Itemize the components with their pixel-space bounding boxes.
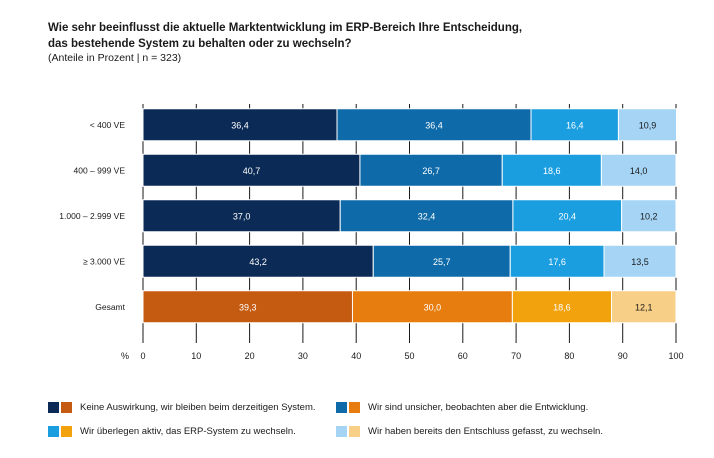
x-tick-label: 10 — [191, 351, 201, 361]
bar-segment — [603, 244, 677, 278]
data-label: 17,6 — [548, 257, 566, 267]
data-label: 30,0 — [424, 302, 442, 312]
data-label: 12,1 — [635, 302, 653, 312]
data-label: 39,3 — [239, 302, 257, 312]
data-label: 18,6 — [543, 166, 561, 176]
bar-segment — [501, 153, 602, 187]
x-axis-label: % — [121, 351, 129, 361]
legend-label: Wir haben bereits den Entschluss gefasst… — [368, 426, 603, 437]
data-label: 18,6 — [553, 302, 571, 312]
data-label: 37,0 — [233, 211, 251, 221]
bar-segment — [359, 153, 503, 187]
legend-item-3: Wir überlegen aktiv, das ERP-System zu w… — [48, 426, 296, 437]
x-tick-label: 0 — [140, 351, 145, 361]
bar-segment — [600, 153, 677, 187]
bar-segment — [509, 244, 605, 278]
legend-item-1: Keine Auswirkung, wir bleiben beim derze… — [48, 402, 316, 413]
legend-swatch-blue — [336, 402, 347, 413]
data-label: 10,2 — [640, 211, 658, 221]
data-label: 16,4 — [566, 120, 584, 130]
bar-segment — [621, 199, 677, 233]
bar-segment — [530, 108, 619, 142]
legend-label: Keine Auswirkung, wir bleiben beim derze… — [80, 402, 316, 413]
category-label: 1.000 – 2.999 VE — [59, 211, 125, 221]
chart-title: Wie sehr beeinflusst die aktuelle Markte… — [48, 20, 522, 52]
legend-swatch-blue — [48, 426, 59, 437]
legend-label: Wir sind unsicher, beobachten aber die E… — [368, 402, 589, 413]
bar-segment — [142, 153, 361, 187]
chart-subtitle: (Anteile in Prozent | n = 323) — [48, 52, 182, 64]
legend-swatch-blue — [336, 426, 347, 437]
x-tick-label: 70 — [511, 351, 521, 361]
category-label: < 400 VE — [90, 120, 126, 130]
bar-segment — [372, 244, 511, 278]
bar-segment — [142, 244, 374, 278]
x-tick-label: 60 — [458, 351, 468, 361]
data-label: 40,7 — [243, 166, 261, 176]
bar-segment — [511, 290, 613, 324]
bar-segment — [142, 199, 341, 233]
x-tick-label: 80 — [564, 351, 574, 361]
bar-segment — [336, 108, 532, 142]
data-label: 13,5 — [631, 257, 649, 267]
stacked-bar-chart: 36,4 36,4 16,4 10,9 40,7 26,7 18,6 14,0 37,0 32,4… — [59, 104, 684, 361]
legend-item-4: Wir haben bereits den Entschluss gefasst… — [336, 426, 603, 437]
data-label: 10,9 — [639, 120, 657, 130]
bar-segment — [339, 199, 514, 233]
data-label: 25,7 — [433, 257, 451, 267]
data-label: 26,7 — [422, 166, 440, 176]
x-tick-label: 90 — [618, 351, 628, 361]
x-tick-label: 30 — [298, 351, 308, 361]
category-label: Gesamt — [95, 302, 125, 312]
x-tick-label: 40 — [351, 351, 361, 361]
x-tick-label: 100 — [668, 351, 683, 361]
category-label: ≥ 3.000 VE — [83, 256, 125, 266]
legend-swatch-blue — [48, 402, 59, 413]
x-tick-label: 50 — [404, 351, 414, 361]
data-label: 20,4 — [559, 211, 577, 221]
category-labels: < 400 VE 400 – 999 VE 1.000 – 2.999 VE ≥ 3.… — [59, 120, 125, 312]
chart-title-line-1: Wie sehr beeinflusst die aktuelle Markte… — [48, 22, 523, 34]
legend-item-2: Wir sind unsicher, beobachten aber die E… — [336, 402, 588, 413]
bar-segment — [611, 290, 677, 324]
bar-segment — [142, 108, 338, 142]
data-label: 14,0 — [630, 166, 648, 176]
legend-swatch-orange — [349, 402, 360, 413]
data-label: 36,4 — [231, 120, 249, 130]
bar-segment — [351, 290, 513, 324]
data-label: 36,4 — [425, 120, 443, 130]
data-label: 43,2 — [249, 257, 267, 267]
bar-segment — [512, 199, 623, 233]
data-label: 32,4 — [418, 211, 436, 221]
x-tick-label: 20 — [245, 351, 255, 361]
chart-title-line-2: das bestehende System zu behalten oder z… — [48, 38, 352, 50]
category-label: 400 – 999 VE — [73, 165, 125, 175]
x-axis: 0 10 20 30 40 50 60 70 80 90 100% — [121, 351, 684, 361]
bar-segment — [617, 108, 678, 142]
legend-swatch-orange — [349, 426, 360, 437]
legend-swatch-orange — [61, 402, 72, 413]
legend-label: Wir überlegen aktiv, das ERP-System zu w… — [80, 426, 296, 437]
legend-swatch-orange — [61, 426, 72, 437]
bar-group: 36,4 36,4 16,4 10,9 40,7 26,7 18,6 14,0 37,0 32,4… — [142, 108, 678, 324]
